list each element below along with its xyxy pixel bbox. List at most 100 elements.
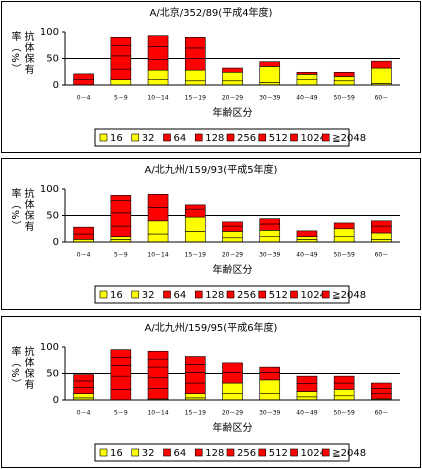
y-tick-label: 0 [53, 237, 59, 248]
bar-segment [73, 374, 94, 382]
y-tick-label: 100 [40, 342, 59, 353]
panel-border [1, 158, 421, 310]
bar-segment [333, 382, 355, 390]
bar-segment [73, 226, 94, 235]
bar-segment [333, 389, 355, 397]
bar-segment [333, 375, 355, 384]
legend-swatch [258, 133, 267, 142]
legend-label: 16 [110, 290, 123, 301]
legend-label: 128 [205, 133, 224, 144]
x-tick-label: 10－14 [147, 95, 168, 102]
bar-segment [333, 236, 355, 243]
y-tick-label: 50 [46, 54, 59, 65]
x-tick-label: 0－4 [77, 410, 91, 417]
x-tick-label: 40－49 [296, 95, 317, 102]
legend-box [94, 285, 350, 304]
legend-label: 256 [237, 133, 256, 144]
bar-segment [371, 393, 392, 400]
bar-segment [222, 382, 243, 394]
x-tick-label: 0－4 [77, 252, 91, 259]
x-tick-label: 20－29 [222, 95, 243, 102]
legend-label: 256 [237, 448, 256, 459]
panel-border [1, 1, 421, 153]
bar-segment [147, 59, 169, 71]
bar-segment [296, 375, 318, 384]
bar-segment [259, 218, 281, 225]
legend-label: 512 [269, 448, 288, 459]
legend-swatch [226, 448, 235, 457]
y-axis-label: 抗体保有率（%） [9, 346, 33, 390]
bar-segment [110, 68, 132, 80]
bar-segment [110, 389, 132, 401]
x-tick-label: 40－49 [296, 410, 317, 417]
bar-segment [222, 221, 243, 227]
legend-swatch [194, 448, 203, 457]
bar-segment [222, 71, 243, 82]
bar-segment [110, 365, 132, 377]
bar-segment [110, 357, 132, 366]
bar-segment [110, 349, 132, 358]
bar-segment [222, 393, 243, 401]
x-axis-label: 年齢区分 [213, 263, 253, 276]
x-tick-label: 50－59 [334, 95, 355, 102]
bar-segment [73, 380, 94, 388]
bar-segment [296, 74, 318, 81]
bar-segment [73, 79, 94, 86]
bar-segment [110, 375, 132, 390]
x-tick-label: 10－14 [147, 252, 168, 259]
x-tick-label: 60－ [375, 252, 389, 259]
bar-segment [371, 220, 392, 227]
bar-segment [184, 36, 206, 49]
x-axis-label: 年齢区分 [213, 106, 253, 119]
bar-segment [259, 223, 281, 231]
bar-segment [184, 231, 206, 243]
bar-segment [371, 67, 392, 84]
bar-segment [147, 358, 169, 368]
x-tick-label: 20－29 [222, 410, 243, 417]
bar-segment [110, 36, 132, 46]
bar-segment [184, 204, 206, 210]
y-tick-label: 0 [53, 395, 59, 406]
x-tick-label: 40－49 [296, 252, 317, 259]
x-tick-label: 50－59 [334, 410, 355, 417]
bar-segment [147, 377, 169, 389]
x-tick-label: 30－39 [259, 410, 280, 417]
bar-segment [222, 362, 243, 373]
legend-label: ≧2048 [332, 290, 366, 301]
chart-title: A/北九州/159/95(平成6年度) [145, 321, 278, 334]
chart-title: A/北九州/159/93(平成5年度) [145, 163, 278, 176]
legend-label: 512 [269, 290, 288, 301]
legend-box [94, 443, 350, 462]
x-tick-label: 0－4 [77, 95, 91, 102]
bar-segment [296, 71, 318, 75]
legend-swatch [99, 290, 108, 299]
legend-label: 64 [174, 133, 187, 144]
bar-segment [259, 61, 281, 67]
bar-segment [110, 79, 132, 86]
bar-segment [110, 236, 132, 240]
x-tick-label: 30－39 [259, 252, 280, 259]
panel-border [1, 316, 421, 468]
bar-segment [184, 80, 206, 86]
bar-segment [147, 388, 169, 400]
bar-segment [184, 216, 206, 232]
legend-swatch [131, 448, 140, 457]
bar-segment [333, 222, 355, 230]
legend-swatch [163, 290, 171, 299]
bar-segment [259, 379, 281, 394]
bar-segment [222, 67, 243, 73]
x-tick-label: 5－9 [114, 252, 128, 259]
bar-segment [147, 194, 169, 208]
bar-segment [184, 393, 206, 399]
x-tick-label: 5－9 [114, 410, 128, 417]
bar-segment [296, 383, 318, 392]
bar-segment [184, 382, 206, 394]
bar-segment [110, 225, 132, 238]
x-tick-label: 15－19 [185, 410, 206, 417]
legend-swatch [290, 290, 298, 299]
legend-swatch [290, 448, 298, 457]
legend-label: 128 [205, 290, 224, 301]
bar-segment [296, 236, 318, 240]
